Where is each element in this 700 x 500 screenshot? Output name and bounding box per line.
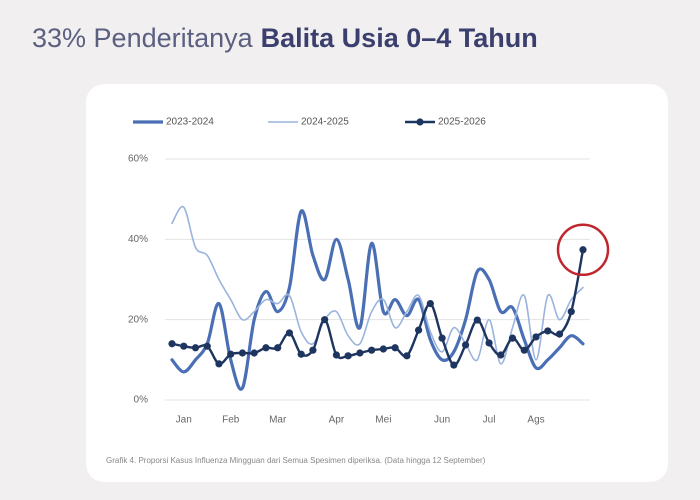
series-marker (332, 351, 340, 359)
series-marker (438, 334, 446, 342)
series-marker (215, 360, 223, 368)
series-line (170, 209, 585, 391)
series-marker (461, 341, 470, 349)
chart-title: 33% Penderitanya Balita Usia 0–4 Tahun (32, 23, 538, 53)
series-marker (415, 326, 423, 334)
card (86, 84, 668, 482)
series-marker (403, 352, 411, 360)
series-marker (168, 340, 176, 348)
series-marker (508, 334, 517, 342)
series-marker (250, 349, 258, 357)
series-marker (297, 350, 305, 358)
series-marker (567, 308, 575, 316)
series-marker (191, 344, 200, 352)
series-marker (426, 300, 434, 308)
x-tick-label: Mei (375, 415, 391, 426)
x-tick-label: Jan (176, 415, 192, 426)
series-marker (309, 346, 317, 354)
x-tick-label: Feb (222, 415, 240, 426)
title-regular: 33% Penderitanya (32, 23, 254, 53)
y-tick-label: 40% (128, 234, 148, 245)
series-marker (379, 345, 387, 353)
series-marker (520, 346, 528, 354)
series-marker (532, 333, 540, 341)
series-marker (274, 344, 282, 352)
series-marker (450, 361, 458, 369)
series-marker (368, 346, 376, 354)
x-tick-label: Mar (269, 415, 287, 426)
series-line (171, 205, 584, 365)
series-marker (238, 349, 247, 357)
x-tick-label: Apr (329, 415, 345, 426)
title-bold: Balita Usia 0–4 Tahun (261, 23, 538, 53)
series-marker (555, 330, 564, 338)
caption: Grafik 4. Proporsi Kasus Influenza Mingg… (106, 456, 486, 465)
x-tick-label: Ags (527, 415, 544, 426)
legend-marker (416, 118, 424, 126)
y-tick-label: 20% (128, 314, 148, 325)
y-tick-label: 60% (128, 154, 148, 165)
series-marker (391, 344, 399, 352)
legend-label: 2024-2025 (301, 117, 349, 128)
x-tick-label: Jul (483, 415, 496, 426)
y-tick-label: 0% (134, 395, 149, 406)
series-marker (356, 349, 364, 357)
series-marker (180, 342, 188, 350)
series-marker (227, 350, 235, 358)
series-marker (485, 339, 493, 347)
series-marker (344, 352, 352, 360)
plot: 0% 20% 40% 60% Jan Feb Mar Apr Mei Jun Jul Ags 2023-… (128, 117, 610, 426)
legend-label: 2025-2026 (438, 117, 486, 128)
series-marker (497, 351, 505, 359)
series-marker (321, 316, 329, 324)
series-marker (262, 344, 270, 352)
x-tick-label: Jun (434, 415, 450, 426)
highlight-ring (556, 223, 610, 277)
series-marker (285, 329, 294, 337)
legend-label: 2023-2024 (166, 117, 214, 128)
series-marker (544, 327, 552, 335)
series-marker (473, 316, 481, 324)
series-marker (203, 342, 211, 350)
series-marker (579, 246, 587, 254)
